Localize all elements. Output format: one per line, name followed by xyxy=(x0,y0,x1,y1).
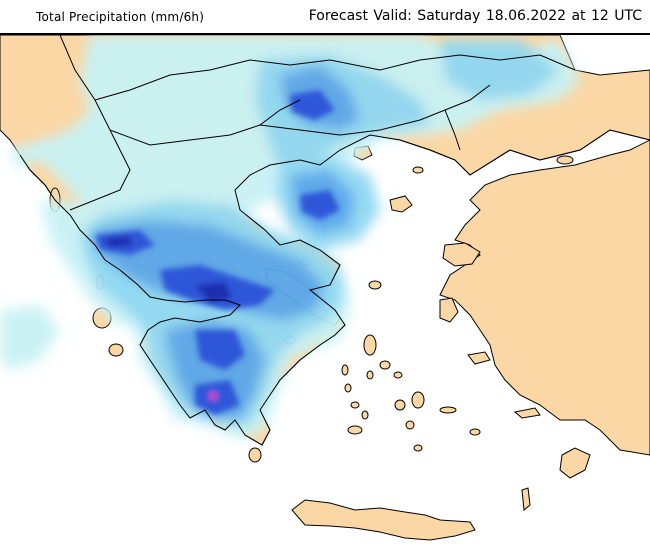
precip-high-north xyxy=(290,90,335,120)
serifos xyxy=(350,401,360,409)
precip-extreme-spot xyxy=(209,392,217,400)
anatolia xyxy=(439,139,650,456)
kos xyxy=(513,407,541,419)
andros xyxy=(363,334,377,356)
paros xyxy=(394,399,406,411)
kea xyxy=(341,364,349,376)
crete xyxy=(291,499,476,541)
imbros xyxy=(412,166,424,174)
karpathos xyxy=(521,487,531,511)
lemnos xyxy=(389,195,413,213)
skyros xyxy=(368,280,382,290)
ios xyxy=(405,420,415,430)
forecast-valid-label: Forecast Valid: Saturday 18.06.2022 at 1… xyxy=(308,8,642,24)
samos xyxy=(467,351,491,365)
amorgos xyxy=(439,406,457,414)
border-romania xyxy=(329,54,576,71)
santorini xyxy=(413,444,423,452)
precip-low-east xyxy=(440,40,560,100)
borders-layer xyxy=(19,35,650,446)
precipitation-map xyxy=(0,35,650,558)
tinos xyxy=(379,360,391,370)
chios xyxy=(439,297,459,323)
border-bulgaria xyxy=(259,84,491,136)
precip-high-south xyxy=(195,380,240,415)
milos xyxy=(347,425,363,435)
precip-high-pelop xyxy=(195,330,245,370)
syros xyxy=(366,370,374,380)
mykonos xyxy=(393,371,403,379)
border-serbia xyxy=(94,59,331,101)
precip-high-chalkidiki xyxy=(300,190,340,220)
precip-light-ionian xyxy=(0,305,60,370)
sifnos xyxy=(361,410,369,420)
astypalaia xyxy=(469,428,481,436)
precip-heavy-west xyxy=(105,236,132,247)
kythnos xyxy=(344,383,352,393)
parameter-title: Total Precipitation (mm/6h) xyxy=(36,10,205,24)
precip-heavy-central xyxy=(195,282,232,303)
zakynthos xyxy=(108,343,124,357)
border-macedonia xyxy=(109,99,301,146)
kythira xyxy=(248,447,262,463)
header-divider xyxy=(0,33,650,35)
border-turkey xyxy=(444,109,461,151)
map-canvas xyxy=(0,35,650,558)
precipitation-core-layer xyxy=(95,90,340,415)
naxos xyxy=(411,391,425,409)
border-albania xyxy=(59,35,131,211)
rhodes xyxy=(559,447,591,479)
turkish-island xyxy=(556,155,574,165)
lesbos xyxy=(442,242,481,267)
map-header: Total Precipitation (mm/6h) Forecast Val… xyxy=(0,0,650,34)
coastline-greece xyxy=(19,129,650,446)
